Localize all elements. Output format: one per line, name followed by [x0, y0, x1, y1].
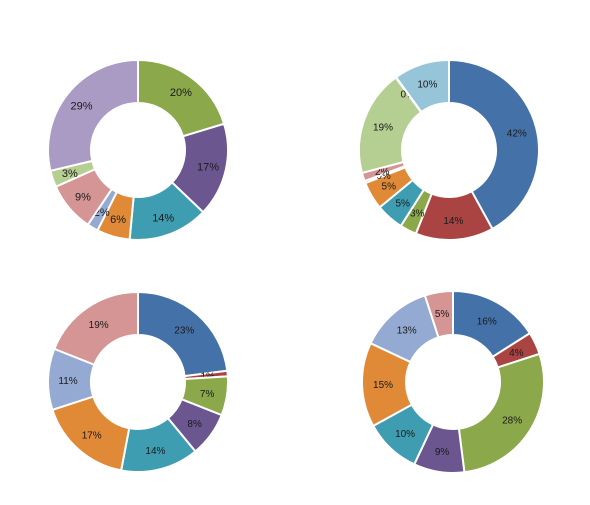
slice-percent-label: 0% — [376, 171, 391, 182]
slice-percent-label: 29% — [70, 100, 92, 112]
slice-percent-label: 23% — [174, 325, 194, 336]
slice-percent-label: 17% — [82, 431, 102, 442]
donut-slice — [448, 58, 540, 231]
slice-percent-label: 10% — [417, 79, 437, 90]
donut-slice — [457, 352, 545, 474]
donut-chart-bottom-right: 16% 4% 28% 9% 10% 15% 13% 5% — [361, 289, 545, 474]
donut-slice — [394, 58, 450, 114]
donut-slice — [53, 290, 139, 366]
slice-percent-label: 5% — [395, 199, 410, 210]
slice-percent-label: 3% — [62, 168, 78, 180]
slice-percent-label: 14% — [152, 212, 174, 224]
slice-percent-label: 19% — [373, 123, 393, 134]
donut-chart-top-right: 42%14%3%5%5%0%2%19%0%10% — [358, 58, 540, 241]
slice-percent-label: 16% — [477, 317, 497, 328]
slice-percent-label: 0% — [400, 89, 415, 100]
slice-percent-label: 5% — [435, 309, 450, 320]
slice-percent-label: 10% — [395, 429, 415, 440]
donut-chart-top-left: 0%0%20%17%14%6%2%9%3%29% — [47, 58, 229, 241]
slice-percent-label: 9% — [435, 447, 450, 458]
donut-slice — [423, 289, 454, 339]
slice-percent-label: 7% — [200, 389, 215, 400]
donut-slice — [47, 58, 139, 173]
slice-percent-label: 14% — [145, 446, 165, 457]
slice-percent-label: 13% — [397, 325, 417, 336]
slice-percent-label: 28% — [502, 416, 522, 427]
slice-percent-label: 19% — [89, 320, 109, 331]
slice-percent-label: 3% — [410, 208, 425, 219]
slice-percent-label: 42% — [507, 129, 527, 140]
slice-percent-label: 6% — [110, 214, 126, 226]
slice-percent-label: 4% — [509, 348, 524, 359]
slice-percent-label: 14% — [443, 216, 463, 227]
slice-percent-label: 9% — [75, 191, 91, 203]
slice-percent-label: 17% — [197, 162, 219, 174]
donut-slice — [137, 290, 229, 378]
slice-percent-label: 15% — [373, 380, 393, 391]
slice-percent-label: 20% — [170, 87, 192, 99]
slice-percent-label: 5% — [382, 182, 397, 193]
slice-percent-label: 11% — [58, 376, 77, 387]
slice-percent-label: 2% — [375, 167, 390, 178]
slice-percent-label: 8% — [187, 419, 202, 430]
donut-chart-bottom-left: 23%1%7%8%14%17%11%19% — [47, 290, 229, 473]
